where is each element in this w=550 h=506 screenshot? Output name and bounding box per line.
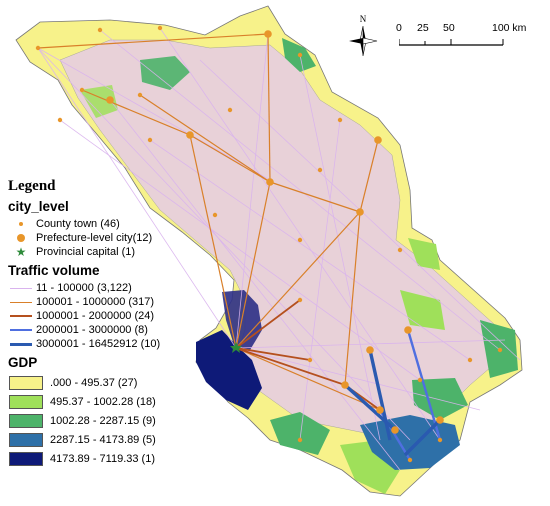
prefecture-city-icon <box>17 234 25 242</box>
legend-item: 4173.89 - 7119.33 (1) <box>6 449 216 468</box>
traffic-lines-high <box>235 299 381 411</box>
north-arrow: N <box>343 14 383 60</box>
scale-bar: 0 25 50 100 km <box>396 22 536 52</box>
scale-tick-100: 100 km <box>492 22 527 34</box>
traffic-heading: Traffic volume <box>8 263 100 278</box>
legend-item: 11 - 100000 (3,122) <box>6 281 216 295</box>
legend-item: ★ Provincial capital (1) <box>6 245 216 259</box>
gdp-swatch <box>9 413 43 428</box>
legend-item: 1000001 - 2000000 (24) <box>6 309 216 323</box>
prefecture-cities <box>106 30 444 434</box>
green-district <box>140 56 190 90</box>
gdp-swatch <box>9 451 43 466</box>
traffic-lines-low <box>37 27 521 471</box>
legend-title: Legend <box>8 178 56 194</box>
gdp-swatch <box>9 432 43 447</box>
city-level-heading: city_level <box>8 199 69 214</box>
legend-item: 495.37 - 1002.28 (18) <box>6 392 216 411</box>
legend-item: Prefecture-level city(12) <box>6 231 216 245</box>
provincial-capital-star <box>230 342 242 353</box>
star-icon: ★ <box>15 245 27 259</box>
line-swatch <box>10 315 32 317</box>
traffic-lines-medium <box>37 33 381 411</box>
blue-district <box>360 415 460 470</box>
gdp-swatch <box>9 375 43 390</box>
legend-item: 2000001 - 3000000 (8) <box>6 323 216 337</box>
line-swatch <box>10 329 32 331</box>
legend-item: 3000001 - 16452912 (10) <box>6 337 216 351</box>
gdp-swatch <box>9 394 43 409</box>
legend-item: County town (46) <box>6 217 216 231</box>
navy-district <box>196 330 262 410</box>
line-swatch <box>10 301 32 303</box>
line-swatch <box>10 287 32 289</box>
green-district <box>270 412 330 455</box>
svg-text:N: N <box>360 14 367 24</box>
legend-item: 2287.15 - 4173.89 (5) <box>6 430 216 449</box>
gdp-heading: GDP <box>8 355 38 370</box>
line-swatch <box>10 342 32 346</box>
legend-item: .000 - 495.37 (27) <box>6 373 216 392</box>
county-town-icon <box>19 222 23 226</box>
legend-item: 100001 - 1000000 (317) <box>6 295 216 309</box>
scale-tick-25: 25 <box>417 22 429 34</box>
scale-tick-50: 50 <box>443 22 455 34</box>
green-district <box>408 238 440 270</box>
legend: Legend city_level County town (46) Prefe… <box>6 178 216 468</box>
traffic-lines-top <box>343 349 442 457</box>
legend-item: 1002.28 - 2287.15 (9) <box>6 411 216 430</box>
scale-tick-0: 0 <box>396 22 402 34</box>
county-towns <box>35 25 503 463</box>
